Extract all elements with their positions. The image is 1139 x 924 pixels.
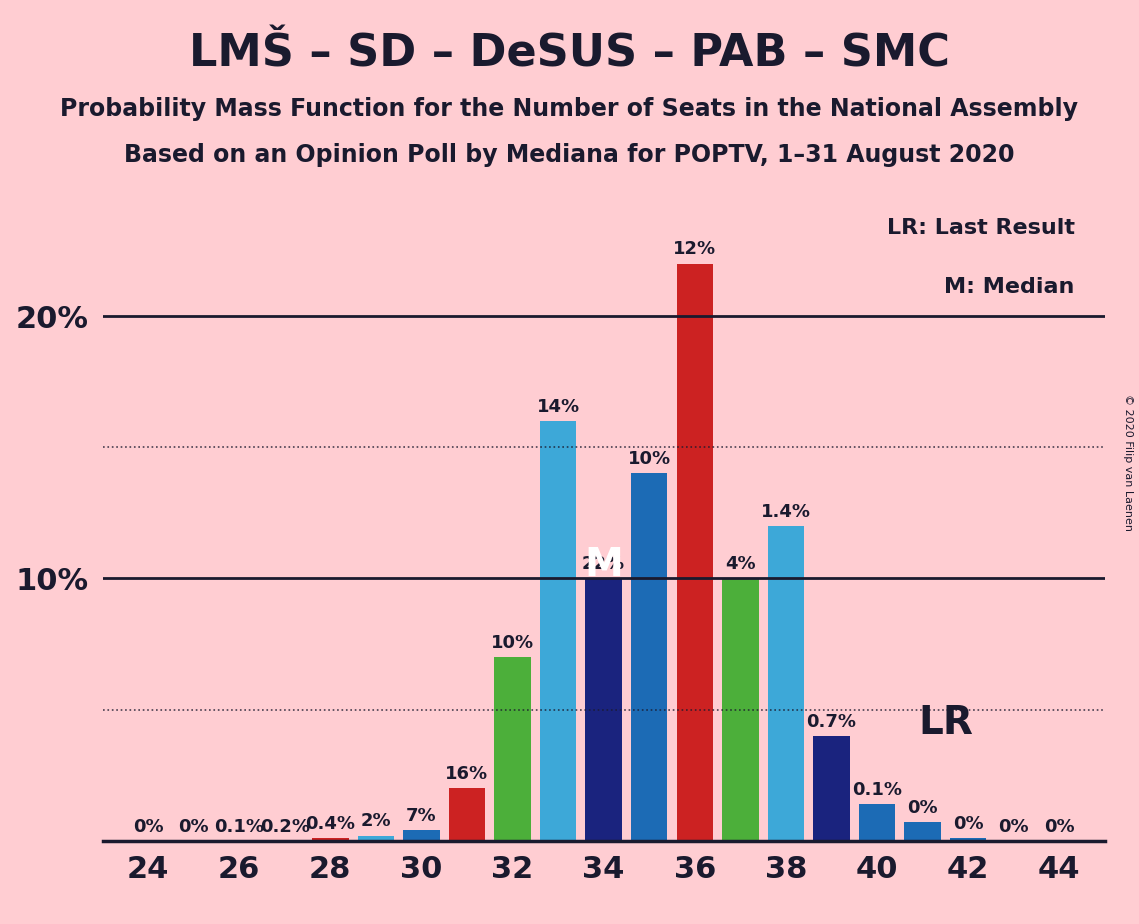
Text: Based on an Opinion Poll by Mediana for POPTV, 1–31 August 2020: Based on an Opinion Poll by Mediana for … bbox=[124, 143, 1015, 167]
Text: 7%: 7% bbox=[407, 807, 436, 825]
Bar bbox=[859, 804, 895, 841]
Text: 0%: 0% bbox=[179, 818, 208, 835]
Text: M: Median: M: Median bbox=[944, 276, 1075, 297]
Bar bbox=[677, 263, 713, 841]
Text: 1.4%: 1.4% bbox=[761, 503, 811, 521]
Text: 0%: 0% bbox=[133, 818, 163, 835]
Text: 12%: 12% bbox=[673, 240, 716, 259]
Bar bbox=[449, 788, 485, 841]
Text: 0.1%: 0.1% bbox=[214, 818, 264, 835]
Bar bbox=[904, 822, 941, 841]
Bar bbox=[813, 736, 850, 841]
Text: 22%: 22% bbox=[582, 555, 625, 573]
Bar bbox=[950, 838, 986, 841]
Text: 2%: 2% bbox=[361, 812, 391, 831]
Text: 0.1%: 0.1% bbox=[852, 781, 902, 799]
Text: 10%: 10% bbox=[491, 634, 534, 652]
Text: 4%: 4% bbox=[726, 555, 755, 573]
Text: 14%: 14% bbox=[536, 397, 580, 416]
Text: LR: LR bbox=[918, 704, 973, 742]
Text: LMŠ – SD – DeSUS – PAB – SMC: LMŠ – SD – DeSUS – PAB – SMC bbox=[189, 32, 950, 76]
Text: 0.4%: 0.4% bbox=[305, 815, 355, 833]
Text: 0.2%: 0.2% bbox=[260, 818, 310, 835]
Text: 0%: 0% bbox=[908, 799, 937, 817]
Text: LR: Last Result: LR: Last Result bbox=[887, 217, 1075, 237]
Text: 0.7%: 0.7% bbox=[806, 712, 857, 731]
Text: M: M bbox=[584, 546, 623, 584]
Text: 0%: 0% bbox=[999, 818, 1029, 835]
Bar bbox=[768, 526, 804, 841]
Bar bbox=[631, 473, 667, 841]
Text: © 2020 Filip van Laenen: © 2020 Filip van Laenen bbox=[1123, 394, 1133, 530]
Text: 0%: 0% bbox=[953, 815, 983, 833]
Bar bbox=[494, 657, 531, 841]
Text: Probability Mass Function for the Number of Seats in the National Assembly: Probability Mass Function for the Number… bbox=[60, 97, 1079, 121]
Bar bbox=[312, 838, 349, 841]
Text: 0%: 0% bbox=[1044, 818, 1074, 835]
Bar bbox=[403, 831, 440, 841]
Text: 16%: 16% bbox=[445, 765, 489, 784]
Bar bbox=[722, 578, 759, 841]
Bar bbox=[540, 421, 576, 841]
Text: 10%: 10% bbox=[628, 450, 671, 468]
Bar bbox=[585, 578, 622, 841]
Bar bbox=[358, 835, 394, 841]
